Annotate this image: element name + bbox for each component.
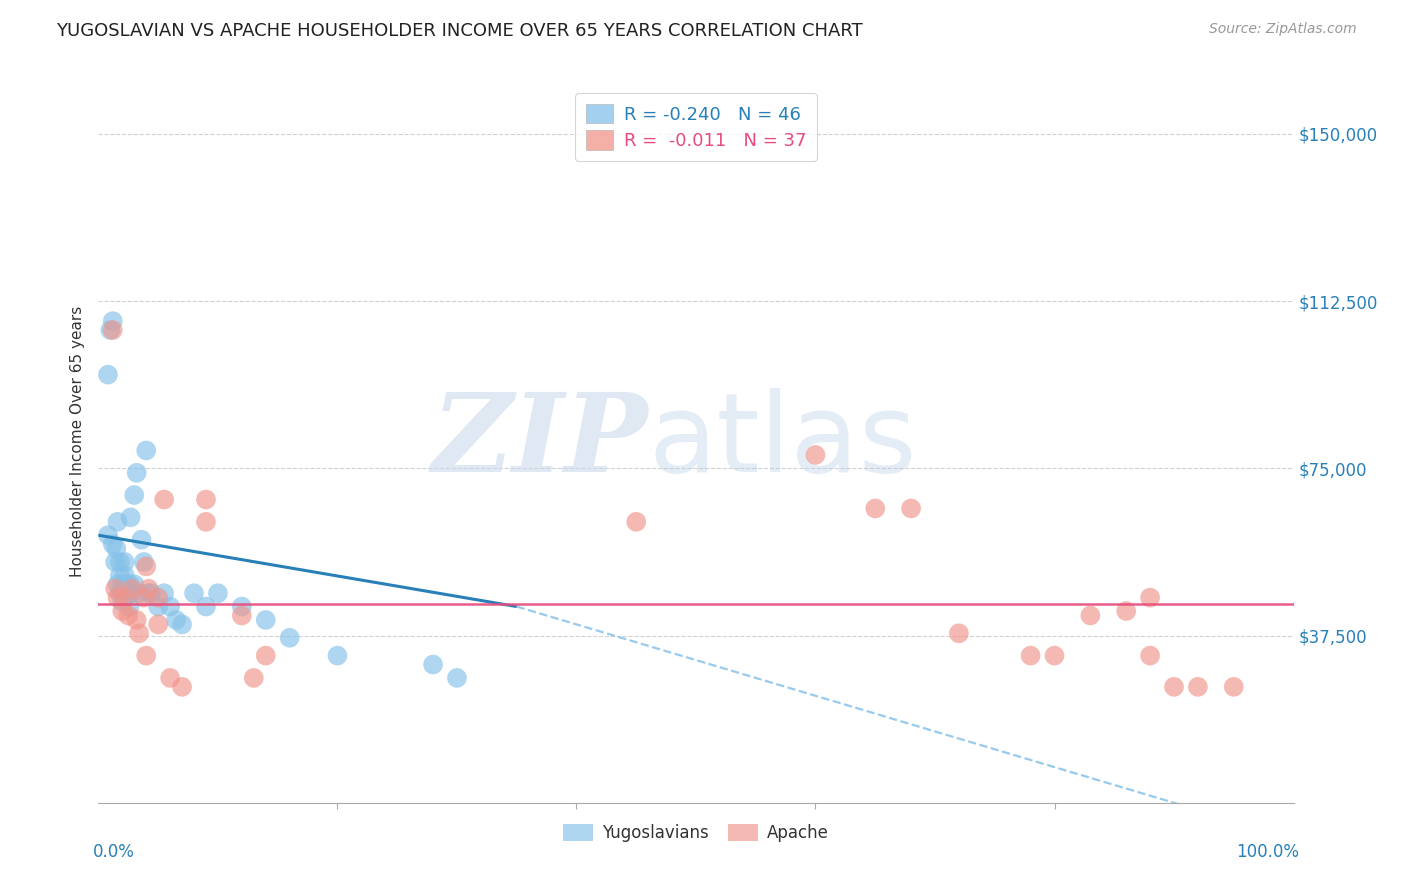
Point [97,368,120,382]
Point [108,555,131,569]
Point [1223,680,1246,694]
Point [135,648,157,663]
Y-axis label: Householder Income Over 65 years: Householder Income Over 65 years [69,306,84,577]
Point [195,599,218,614]
Point [124,577,146,591]
Point [121,582,143,596]
Point [865,501,887,516]
Point [243,671,266,685]
Point [254,613,277,627]
Point [948,626,970,640]
Point [114,568,136,582]
Point [1163,680,1185,694]
Point [98,323,122,337]
Legend: Yugoslavians, Apache: Yugoslavians, Apache [557,817,835,848]
Text: ZIP: ZIP [432,388,648,495]
Point [118,577,141,591]
Point [1187,680,1209,694]
Text: 0.0%: 0.0% [93,843,135,861]
Point [135,559,157,574]
Point [165,613,187,627]
Point [107,515,129,529]
Point [124,488,146,502]
Point [422,657,444,672]
Point [131,533,153,547]
Point [900,501,922,516]
Point [326,648,349,663]
Point [1080,608,1102,623]
Point [159,671,181,685]
Point [172,680,194,694]
Point [101,537,124,551]
Point [118,599,141,614]
Point [132,555,155,569]
Point [104,555,127,569]
Point [101,314,124,328]
Point [1139,648,1161,663]
Point [1115,604,1137,618]
Point [97,528,120,542]
Point [115,577,138,591]
Point [121,586,143,600]
Point [111,586,134,600]
Point [108,586,131,600]
Point [195,492,218,507]
Point [111,577,134,591]
Point [111,604,134,618]
Point [804,448,827,462]
Point [101,323,124,337]
Point [135,443,157,458]
Point [207,586,229,600]
Point [1019,648,1042,663]
Point [120,510,142,524]
Point [148,591,170,605]
Point [254,648,277,663]
Text: 100.0%: 100.0% [1236,843,1299,861]
Point [111,595,134,609]
Point [132,591,155,605]
Point [183,586,205,600]
Text: YUGOSLAVIAN VS APACHE HOUSEHOLDER INCOME OVER 65 YEARS CORRELATION CHART: YUGOSLAVIAN VS APACHE HOUSEHOLDER INCOME… [56,22,863,40]
Point [231,608,253,623]
Point [446,671,468,685]
Point [1139,591,1161,605]
Text: Source: ZipAtlas.com: Source: ZipAtlas.com [1209,22,1357,37]
Point [125,466,148,480]
Point [172,617,194,632]
Point [108,568,131,582]
Point [107,591,129,605]
Point [138,586,160,600]
Point [153,586,176,600]
Point [107,577,129,591]
Point [159,599,181,614]
Point [114,555,136,569]
Point [125,613,148,627]
Point [148,599,170,614]
Point [128,626,150,640]
Point [139,586,162,600]
Point [128,586,150,600]
Point [153,492,176,507]
Point [195,515,218,529]
Point [117,608,139,623]
Point [115,586,138,600]
Point [104,582,127,596]
Point [148,617,170,632]
Point [105,541,128,556]
Text: atlas: atlas [648,388,917,495]
Point [231,599,253,614]
Point [138,582,160,596]
Point [626,515,648,529]
Point [278,631,301,645]
Point [114,591,136,605]
Point [1043,648,1066,663]
